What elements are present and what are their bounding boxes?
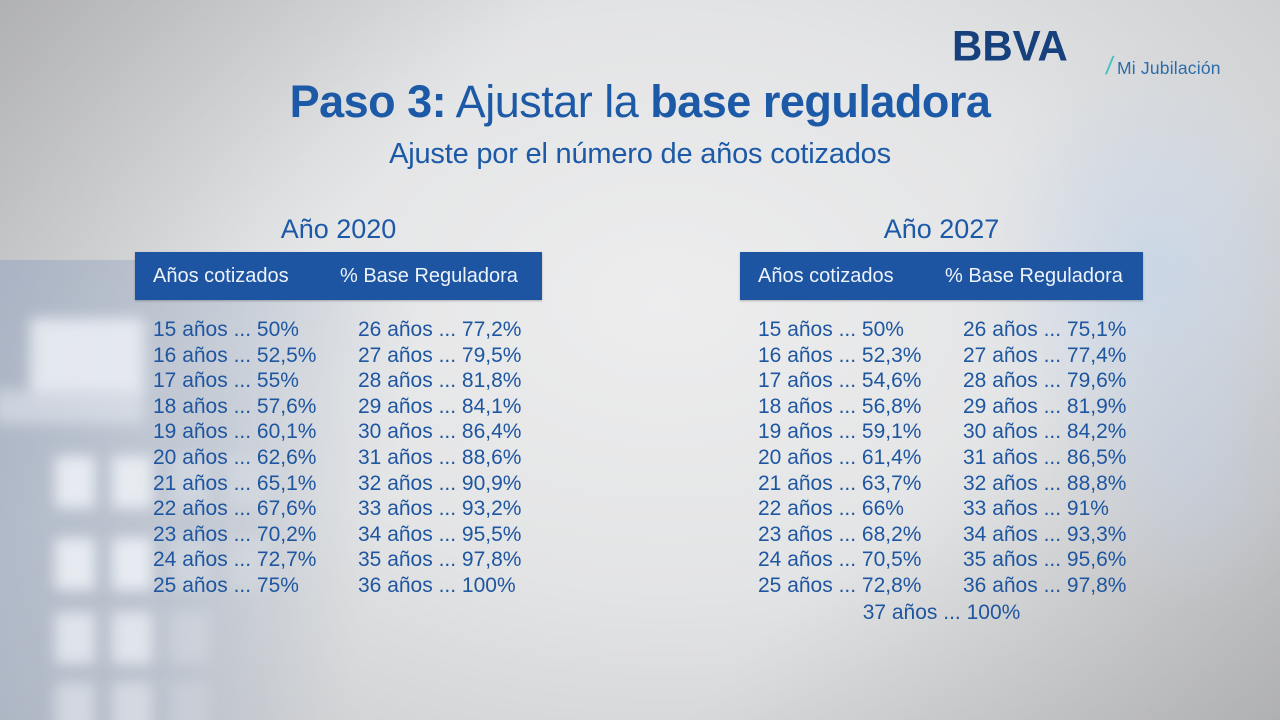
building-window	[55, 682, 95, 720]
table-row: 34 años ... 95,5%	[358, 522, 522, 546]
table-row: 34 años ... 93,3%	[963, 522, 1127, 546]
building-window	[0, 390, 144, 424]
table-row: 25 años ... 72,8%	[758, 573, 922, 597]
table-header-bar: Años cotizados % Base Reguladora	[135, 252, 542, 300]
column-header-base: % Base Reguladora	[340, 264, 518, 287]
table-row: 17 años ... 55%	[153, 369, 299, 393]
table-row: 33 años ... 91%	[963, 497, 1109, 521]
table-row: 18 años ... 56,8%	[758, 394, 922, 418]
product-name: Mi Jubilación	[1116, 58, 1221, 78]
product-lockup: / Mi Jubilación	[1104, 52, 1221, 81]
building-window	[55, 612, 95, 664]
table-row: 32 años ... 88,8%	[963, 471, 1127, 495]
table-row: 15 años ... 50%	[758, 318, 904, 341]
table-row: 30 años ... 84,2%	[963, 420, 1127, 444]
table-row: 24 años ... 70,5%	[758, 548, 922, 572]
table-column-right: 26 años ... 77,2% 27 años ... 79,5% 28 a…	[358, 317, 542, 599]
building-window	[55, 538, 95, 590]
table-row: 22 años ... 67,6%	[153, 497, 317, 521]
page-subtitle: Ajuste por el número de años cotizados	[389, 138, 891, 170]
column-header-years: Años cotizados	[153, 264, 289, 287]
building-window	[55, 456, 95, 508]
table-row: 26 años ... 77,2%	[358, 318, 522, 341]
building-window	[169, 612, 209, 664]
table-row: 19 años ... 59,1%	[758, 420, 922, 444]
table-row: 31 años ... 88,6%	[358, 445, 522, 469]
table-row: 35 años ... 97,8%	[358, 548, 522, 572]
table-row: 16 años ... 52,3%	[758, 343, 922, 367]
title-emphasis: base reguladora	[650, 76, 991, 127]
column-header-years: Años cotizados	[758, 264, 894, 287]
title-mid: Ajustar la	[446, 76, 651, 127]
table-row: 23 años ... 68,2%	[758, 522, 922, 546]
table-row: 31 años ... 86,5%	[963, 445, 1127, 469]
table-row: 36 años ... 100%	[358, 573, 516, 597]
bbva-logo: BBVA	[952, 21, 1068, 70]
table-row: 36 años ... 97,8%	[963, 573, 1127, 597]
table-body: 15 años ... 50% 16 años ... 52,3% 17 año…	[740, 317, 1143, 599]
building-window	[30, 318, 144, 394]
table-header-bar: Años cotizados % Base Reguladora	[740, 252, 1143, 300]
table-body: 15 años ... 50% 16 años ... 52,5% 17 año…	[135, 317, 542, 599]
table-row: 25 años ... 75%	[153, 573, 299, 597]
table-column-left: 15 años ... 50% 16 años ... 52,3% 17 año…	[740, 317, 963, 599]
table-row: 28 años ... 79,6%	[963, 369, 1127, 393]
page-title: Paso 3: Ajustar la base reguladora	[0, 76, 1280, 128]
table-row: 21 años ... 63,7%	[758, 471, 922, 495]
table-row: 16 años ... 52,5%	[153, 343, 317, 367]
table-column-left: 15 años ... 50% 16 años ... 52,5% 17 año…	[135, 317, 358, 599]
table-row: 17 años ... 54,6%	[758, 369, 922, 393]
table-footer-row: 37 años ... 100%	[862, 600, 1021, 624]
table-row: 30 años ... 86,4%	[358, 420, 522, 444]
title-step: Paso 3:	[289, 76, 447, 127]
table-row: 15 años ... 50%	[153, 318, 299, 341]
table-row: 24 años ... 72,7%	[153, 548, 317, 572]
column-header-base: % Base Reguladora	[945, 264, 1123, 287]
building-window	[112, 612, 152, 664]
table-row: 27 años ... 79,5%	[358, 343, 522, 367]
table-row: 20 años ... 61,4%	[758, 445, 922, 469]
table-row: 35 años ... 95,6%	[963, 548, 1127, 572]
table-row: 20 años ... 62,6%	[153, 445, 317, 469]
table-row: 22 años ... 66%	[758, 497, 904, 521]
table-2020: Año 2020 Años cotizados % Base Regulador…	[135, 214, 542, 599]
table-row: 28 años ... 81,8%	[358, 369, 522, 393]
building-window	[169, 682, 209, 720]
table-2027: Año 2027 Años cotizados % Base Regulador…	[740, 214, 1143, 625]
table-column-right: 26 años ... 75,1% 27 años ... 77,4% 28 a…	[963, 317, 1143, 599]
table-row: 27 años ... 77,4%	[963, 343, 1127, 367]
table-row: 29 años ... 81,9%	[963, 394, 1127, 418]
table-row: 23 años ... 70,2%	[153, 522, 317, 546]
building-window	[112, 682, 152, 720]
table-row: 21 años ... 65,1%	[153, 471, 317, 495]
table-row: 19 años ... 60,1%	[153, 420, 317, 444]
table-row: 26 años ... 75,1%	[963, 318, 1127, 341]
table-row: 18 años ... 57,6%	[153, 394, 317, 418]
table-row: 32 años ... 90,9%	[358, 471, 522, 495]
table-row: 33 años ... 93,2%	[358, 497, 522, 521]
table-year-title: Año 2027	[883, 214, 1000, 244]
table-row: 29 años ... 84,1%	[358, 394, 522, 418]
table-year-title: Año 2020	[280, 214, 397, 244]
